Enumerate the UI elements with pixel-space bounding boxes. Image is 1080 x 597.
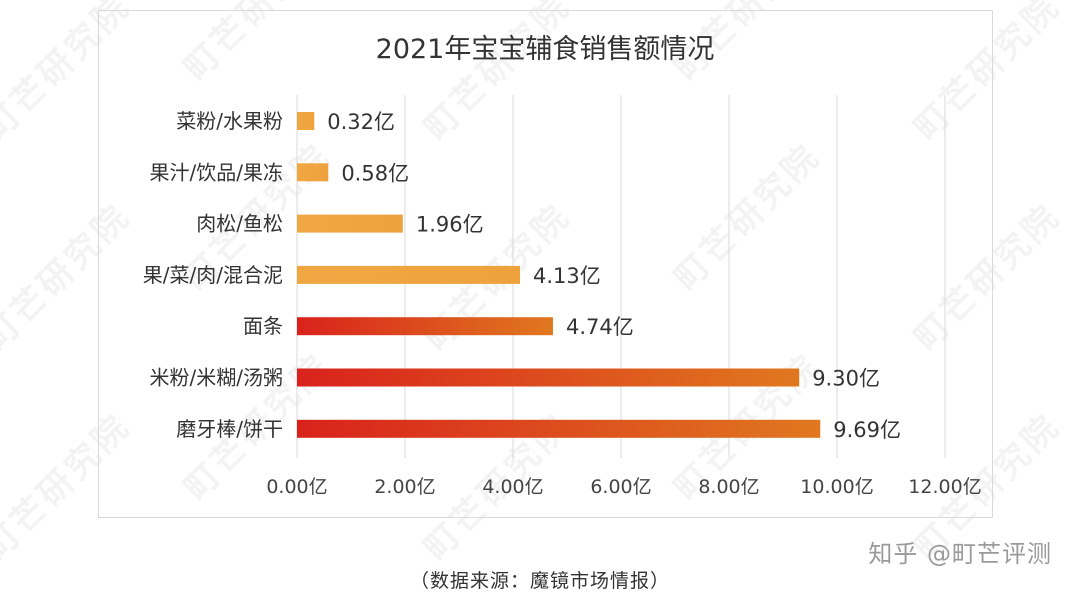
data-label: 0.58亿 <box>341 161 409 185</box>
category-label: 果汁/饮品/果冻 <box>150 160 283 184</box>
x-tick-label: 12.00亿 <box>908 476 981 498</box>
x-tick-label: 10.00亿 <box>800 476 873 498</box>
chart-title: 2021年宝宝辅食销售额情况 <box>376 34 715 65</box>
bar <box>297 317 553 336</box>
category-label: 米粉/米糊/汤粥 <box>150 366 283 390</box>
bar <box>297 419 821 438</box>
bar <box>297 368 800 387</box>
data-label: 9.30亿 <box>812 367 880 391</box>
chart-frame <box>98 10 993 518</box>
bars <box>297 112 821 438</box>
bar <box>297 265 521 284</box>
bar <box>297 214 403 233</box>
data-label: 4.74亿 <box>566 315 634 339</box>
source-note: （数据来源：魔镜市场情报） <box>409 570 670 592</box>
x-tick-label: 6.00亿 <box>590 476 651 498</box>
data-label: 1.96亿 <box>416 213 484 237</box>
category-label: 肉松/鱼松 <box>196 212 283 236</box>
category-label: 面条 <box>243 314 283 338</box>
bar <box>297 112 315 130</box>
x-tick-label: 4.00亿 <box>482 476 543 498</box>
labels: 0.00亿 2.00亿 4.00亿 6.00亿 8.00亿 10.00亿 12.00亿 菜粉/… <box>143 109 982 498</box>
x-tick-label: 8.00亿 <box>698 476 759 498</box>
bar <box>297 163 329 182</box>
credit-text: 知乎 @町芒评测 <box>868 540 1052 568</box>
category-label: 菜粉/水果粉 <box>176 109 283 133</box>
x-tick-label: 2.00亿 <box>374 476 435 498</box>
data-label: 4.13亿 <box>533 264 601 288</box>
grid-lines <box>296 95 946 458</box>
category-label: 果/菜/肉/混合泥 <box>143 263 283 287</box>
data-label: 0.32亿 <box>327 110 395 134</box>
x-tick-label: 0.00亿 <box>266 476 327 498</box>
data-label: 9.69亿 <box>833 418 901 442</box>
category-label: 磨牙棒/饼干 <box>176 417 283 441</box>
